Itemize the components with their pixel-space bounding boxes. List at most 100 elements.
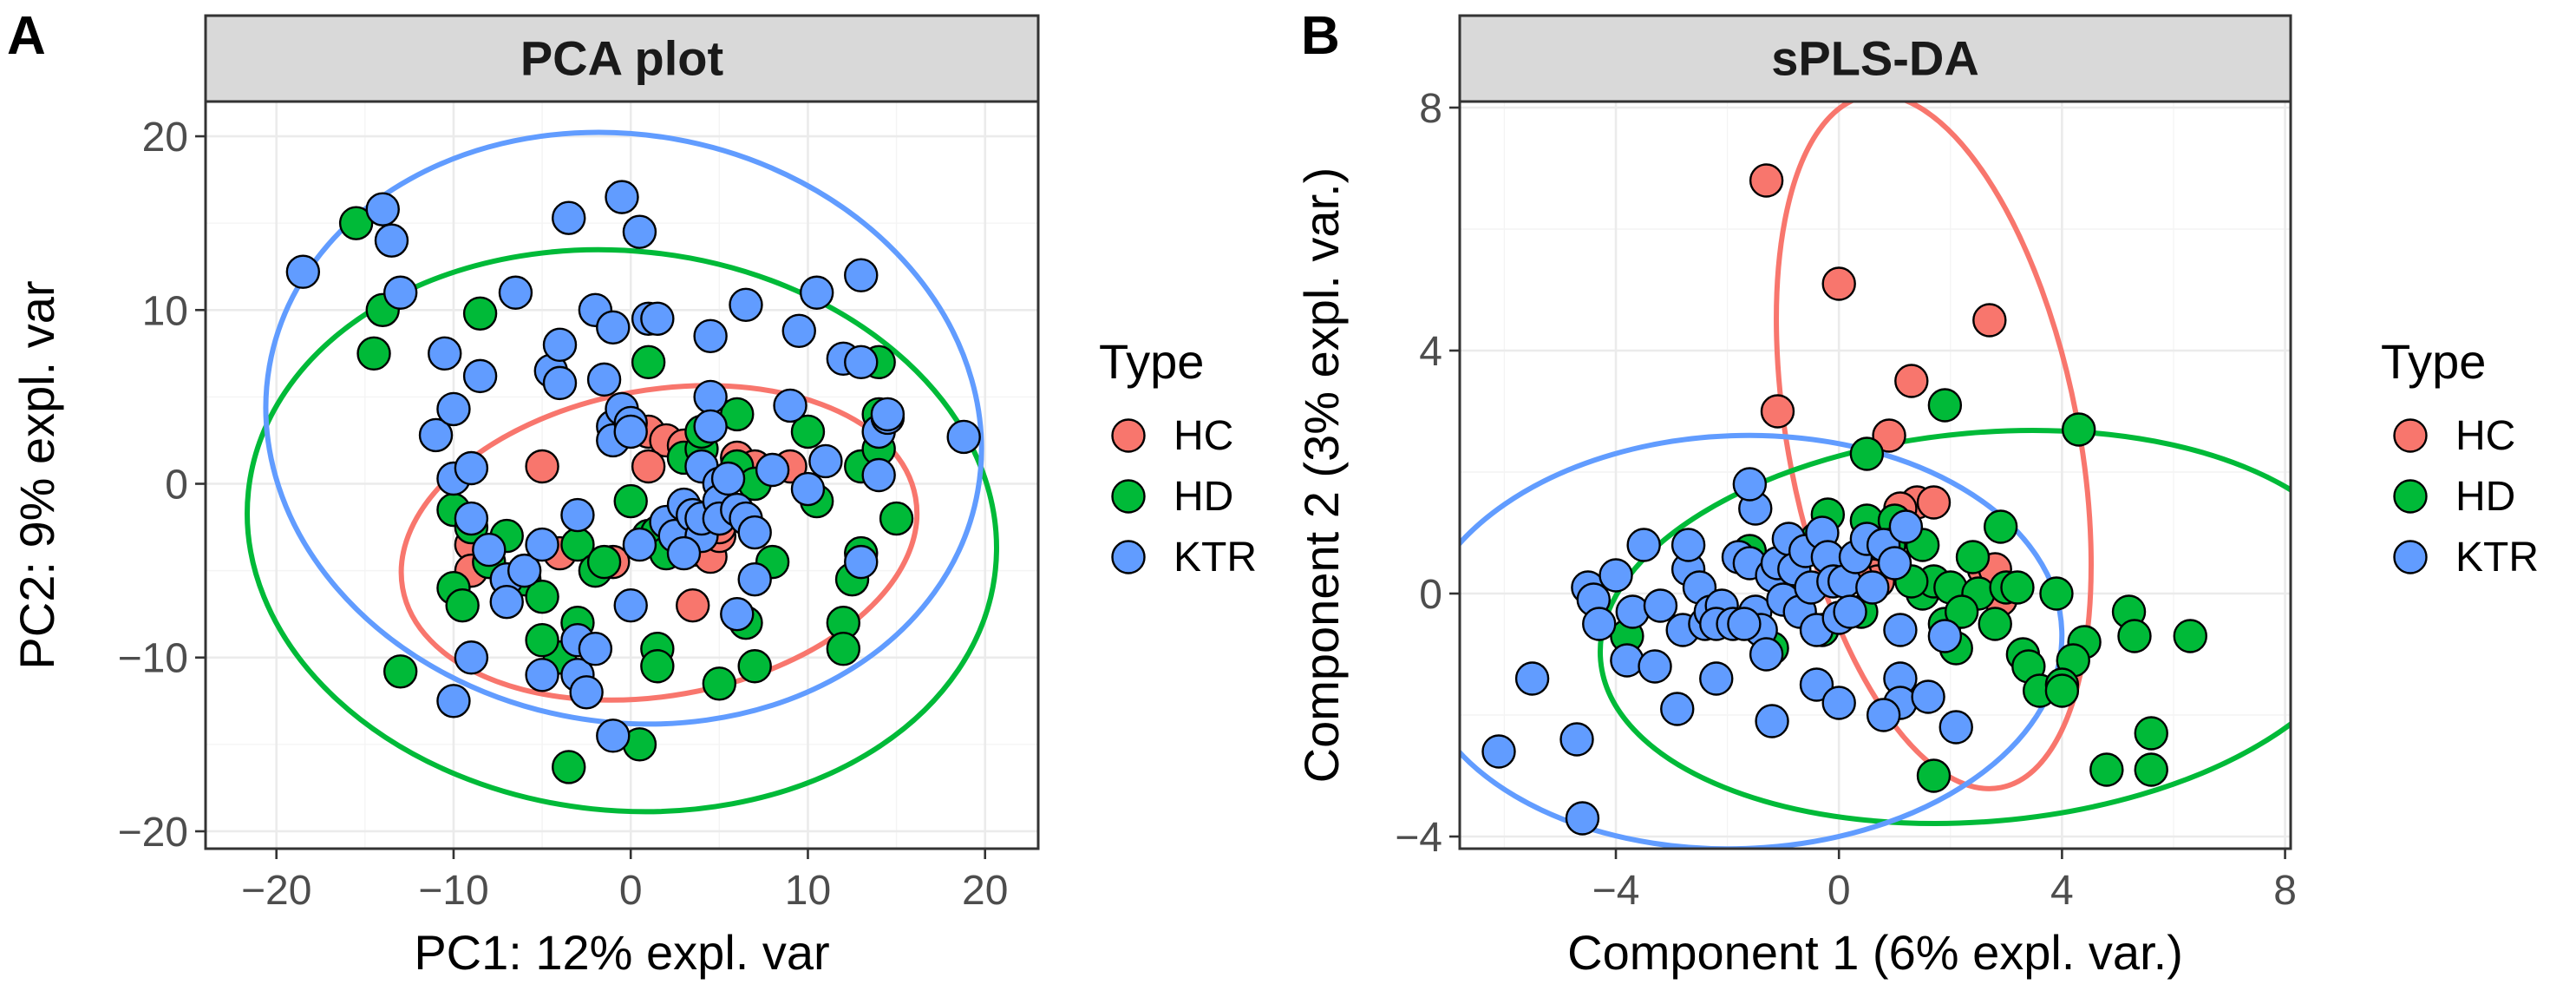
point-hd <box>445 587 480 623</box>
point-hd <box>2044 673 2080 708</box>
y-axis-title: PC2: 9% expl. var <box>10 280 64 669</box>
legend-label-hd: HD <box>1174 474 1233 520</box>
legend: Type HC HD KTR <box>1099 334 1257 581</box>
ellipse-ktr <box>263 129 984 727</box>
point-hd <box>702 666 737 701</box>
point-ktr <box>1565 801 1600 836</box>
legend-key-hc <box>1111 418 1146 453</box>
point-ktr <box>418 417 454 453</box>
point-ktr <box>799 275 834 310</box>
y-tick-label: −4 <box>1395 815 1442 861</box>
point-hc <box>1894 364 1929 398</box>
point-ktr <box>861 457 896 493</box>
point-ktr <box>1599 558 1633 593</box>
point-hd <box>790 414 826 450</box>
point-ktr <box>946 419 981 455</box>
point-hd <box>462 296 498 331</box>
point-ktr <box>737 561 772 597</box>
point-hd <box>2173 619 2207 653</box>
point-hd <box>338 206 374 240</box>
point-ktr <box>1866 698 1901 732</box>
pca-panel: A PCA plot −20 −10 0 10 20 −20 −10 0 10 20 PC1: 12% … <box>7 6 1257 980</box>
point-ktr <box>382 275 418 310</box>
point-ktr <box>569 675 604 710</box>
point-ktr <box>365 192 400 226</box>
point-ktr <box>454 501 489 536</box>
point-ktr <box>1877 546 1912 581</box>
y-tick-label: 8 <box>1419 86 1442 132</box>
point-ktr <box>1559 722 1594 757</box>
legend-label-ktr: KTR <box>1174 535 1257 581</box>
facet-strip <box>1458 14 2292 103</box>
legend-key-ktr <box>2393 540 2428 574</box>
panel-letter: B <box>1301 6 1340 66</box>
point-hc <box>1872 418 1906 453</box>
point-ktr <box>596 719 631 753</box>
series-ktr <box>285 180 981 753</box>
point-ktr <box>578 632 613 666</box>
point-ktr <box>1749 637 1784 672</box>
legend: Type HC HD KTR <box>2381 334 2539 581</box>
point-ktr <box>720 596 755 632</box>
point-ktr <box>1799 667 1834 702</box>
x-tick-label: 0 <box>1827 868 1851 914</box>
point-ktr <box>285 254 321 289</box>
point-ktr <box>436 684 471 719</box>
x-tick-label: −10 <box>418 868 488 914</box>
point-hc <box>1760 394 1795 429</box>
point-ktr <box>755 452 790 488</box>
panel-letter: A <box>7 6 46 66</box>
point-hd <box>1916 758 1952 793</box>
x-tick-label: 20 <box>962 868 1008 914</box>
point-hd <box>2134 752 2168 787</box>
point-ktr <box>1883 613 1918 647</box>
point-ktr <box>507 553 542 588</box>
point-hd <box>640 649 675 684</box>
point-ktr <box>605 180 639 214</box>
point-hd <box>737 649 772 684</box>
x-tick-label: 0 <box>619 868 643 914</box>
point-ktr <box>1660 692 1695 726</box>
point-ktr <box>1514 661 1550 696</box>
point-ktr <box>844 345 879 380</box>
x-tick-label: −4 <box>1592 868 1640 914</box>
facet-strip <box>204 14 1040 103</box>
point-ktr <box>1643 588 1678 623</box>
legend-label-ktr: KTR <box>2455 535 2539 581</box>
point-hc <box>631 449 666 484</box>
y-tick-label: 10 <box>142 288 188 334</box>
x-tick-label: 10 <box>785 868 831 914</box>
point-ktr <box>542 365 578 401</box>
ellipse-hc <box>398 383 920 703</box>
point-hd <box>525 623 559 658</box>
point-ktr <box>1626 528 1661 562</box>
legend-title: Type <box>1099 334 1204 389</box>
point-ktr <box>1610 643 1644 678</box>
ellipses <box>245 129 999 815</box>
point-ktr <box>1615 594 1651 629</box>
point-hd <box>2039 576 2074 611</box>
chart-title: sPLS-DA <box>1771 31 1979 86</box>
point-ktr <box>428 336 462 371</box>
point-ktr <box>1755 704 1789 738</box>
point-hd <box>631 345 666 380</box>
point-ktr <box>1727 607 1762 641</box>
point-ktr <box>693 379 728 415</box>
point-hd <box>826 632 861 666</box>
point-ktr <box>1927 619 1963 653</box>
points <box>285 180 981 784</box>
legend-key-ktr <box>1111 540 1146 574</box>
ellipse-hd <box>245 246 999 815</box>
point-ktr <box>552 200 586 235</box>
point-hd <box>1927 388 1963 423</box>
point-ktr <box>790 471 826 507</box>
point-hd <box>2000 570 2035 605</box>
point-ktr <box>1911 679 1945 714</box>
point-ktr <box>489 584 524 620</box>
legend-key-hd <box>2393 479 2428 514</box>
y-tick-label: 0 <box>165 463 188 509</box>
x-axis-title: PC1: 12% expl. var <box>414 925 829 980</box>
point-hc <box>525 449 559 484</box>
